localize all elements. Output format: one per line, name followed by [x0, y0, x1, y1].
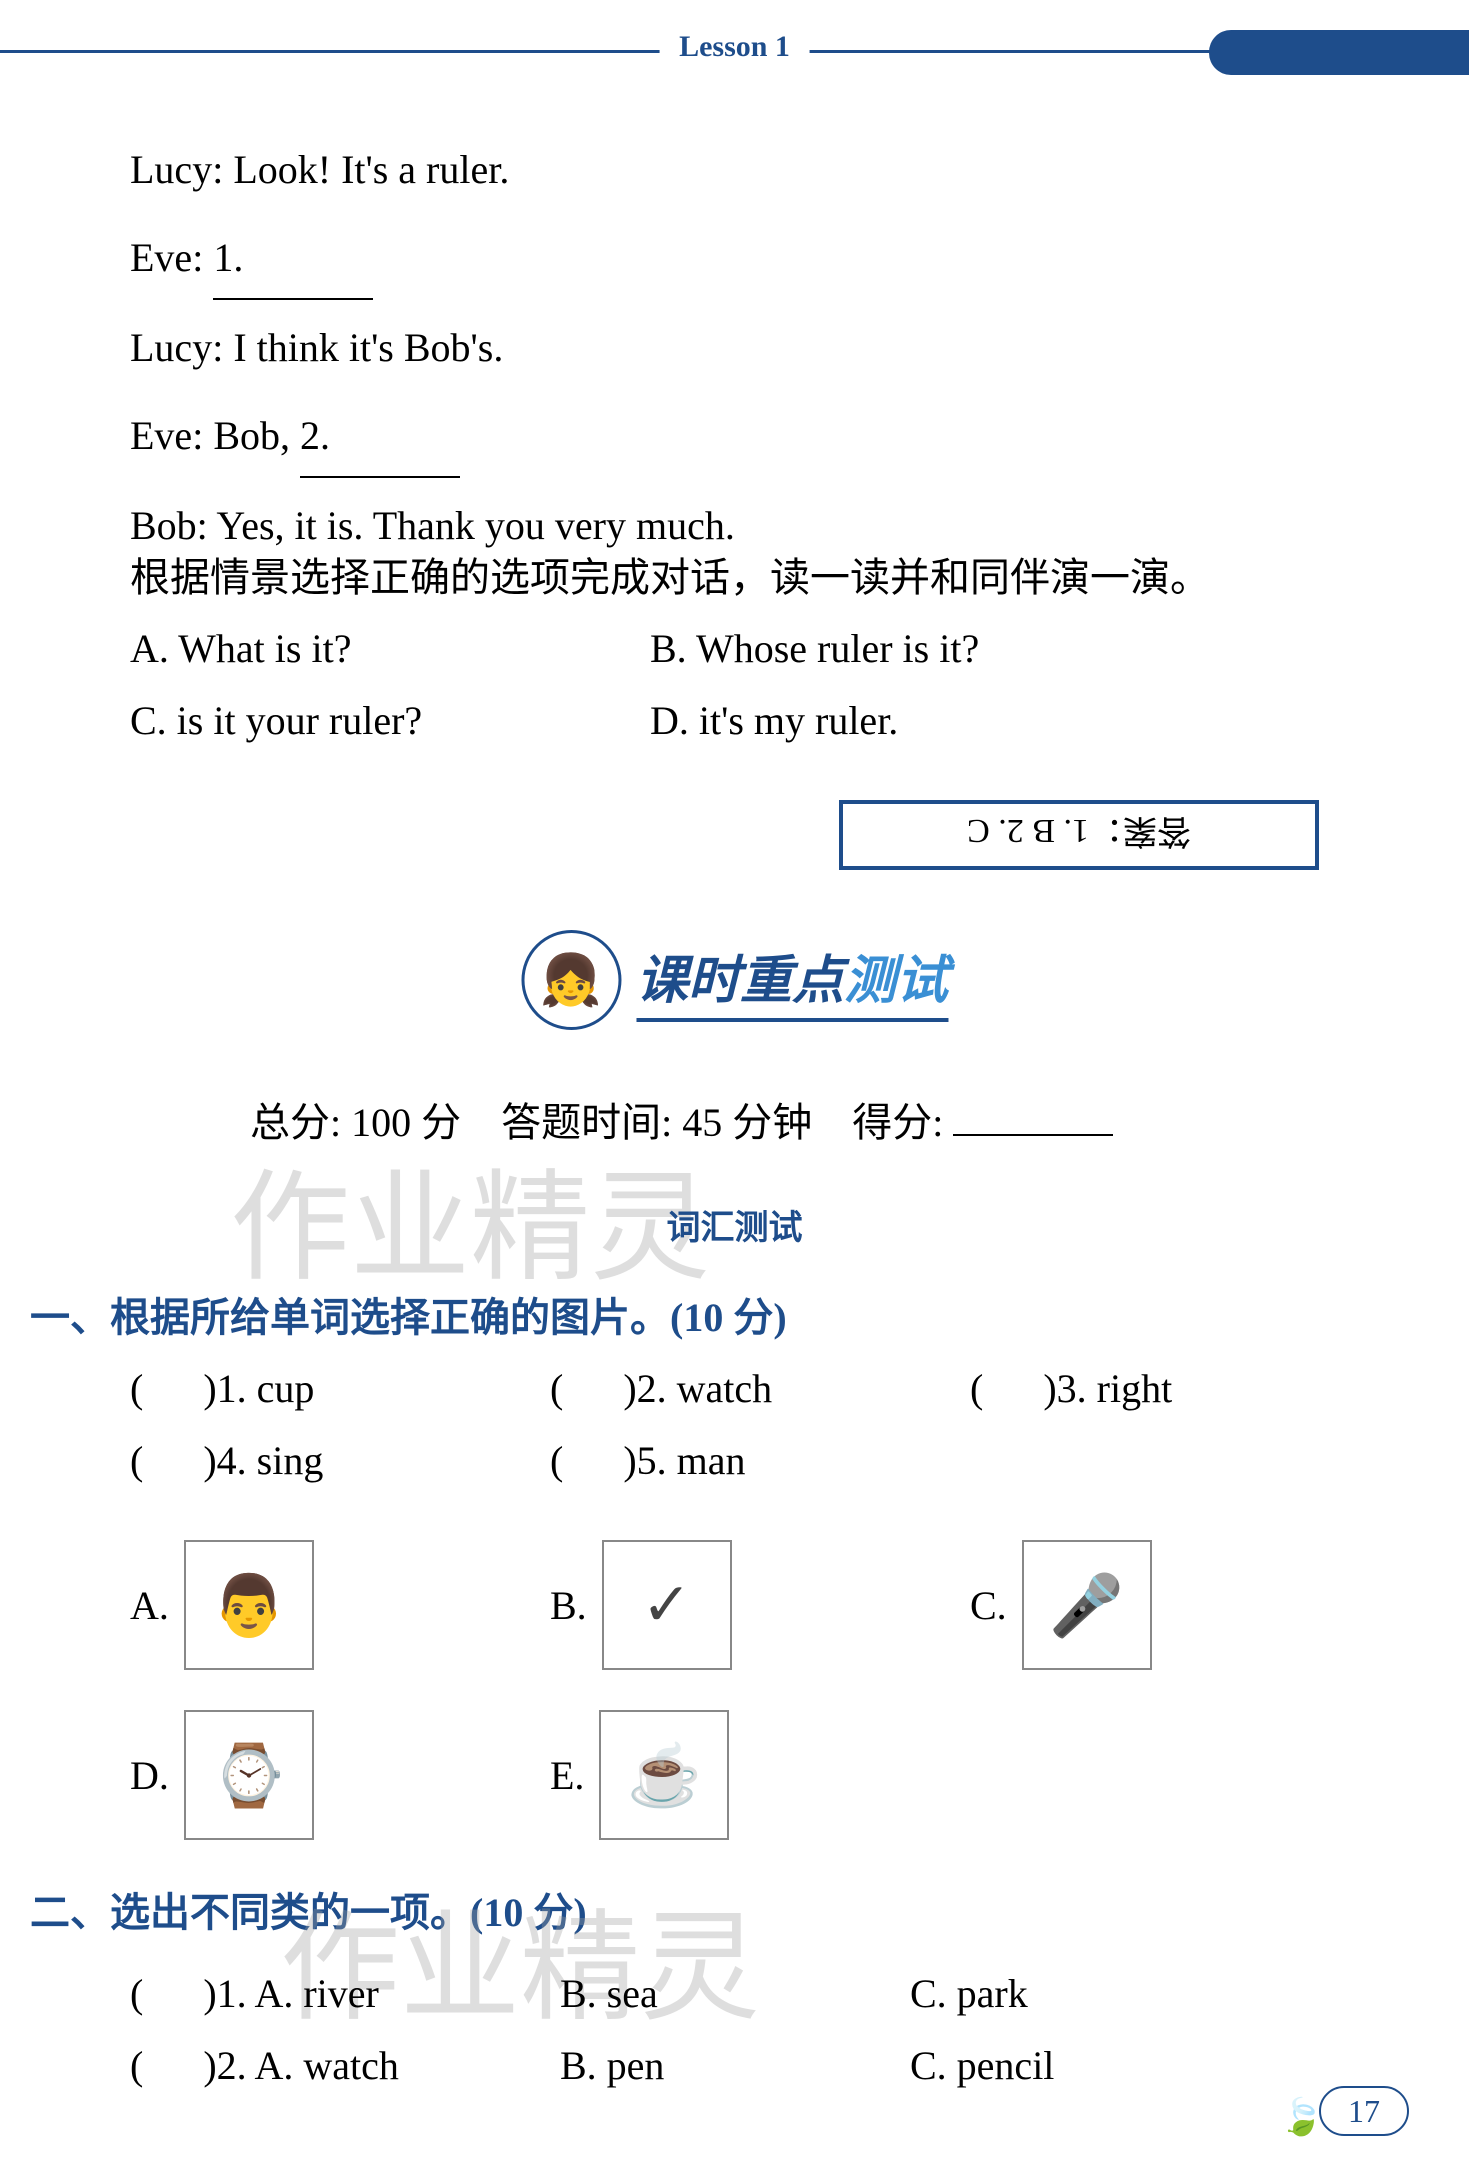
option-b: B. Whose ruler is it? — [650, 625, 979, 672]
dialogue-line: Lucy: Look! It's a ruler. — [130, 130, 735, 210]
score-blank[interactable] — [953, 1134, 1113, 1136]
paren[interactable]: ( ) — [970, 1366, 1057, 1411]
option-a: A. What is it? — [130, 625, 650, 672]
paren[interactable]: ( ) — [130, 2043, 217, 2088]
item-num: 4. — [217, 1438, 247, 1483]
q1-title: 一、根据所给单词选择正确的图片。(10 分) — [30, 1285, 787, 1343]
item-num: 2. — [637, 1366, 667, 1411]
instruction: 根据情景选择正确的选项完成对话，读一读并和同伴演一演。 — [130, 545, 1210, 603]
vocab-test-label: 词汇测试 — [667, 1200, 803, 1249]
item-word: watch — [677, 1366, 773, 1411]
answer-box: 答案：1. B 2. C — [839, 800, 1319, 870]
blank[interactable]: 1. — [213, 218, 373, 300]
dialogue-line: Eve: Bob, 2. — [130, 396, 735, 478]
paren[interactable]: ( ) — [550, 1438, 637, 1483]
paren[interactable]: ( ) — [550, 1366, 637, 1411]
speaker: Lucy: — [130, 147, 223, 192]
dialogue-block: Lucy: Look! It's a ruler. Eve: 1. Lucy: … — [130, 130, 735, 574]
score-label: 得分: — [852, 1100, 943, 1145]
item-num: 5. — [637, 1438, 667, 1483]
pic-cup-icon: ☕ — [599, 1710, 729, 1840]
text: Yes, it is. Thank you very much. — [216, 503, 735, 548]
item-word: man — [677, 1438, 746, 1483]
page-number: 17 — [1319, 2086, 1409, 2136]
paren[interactable]: ( ) — [130, 1438, 217, 1483]
item-word: cup — [257, 1366, 315, 1411]
row-num: 2. — [217, 2043, 247, 2088]
section-title: 👧 课时重点测试 — [521, 930, 948, 1030]
total-label: 总分: — [250, 1100, 341, 1145]
text: I think it's Bob's. — [233, 325, 503, 370]
option-c: C. is it your ruler? — [130, 697, 650, 744]
q1-items: ( )1. cup ( )2. watch ( )3. right ( )4. … — [130, 1365, 1390, 1509]
speaker: Lucy: — [130, 325, 223, 370]
title-part1: 课时重点 — [636, 953, 844, 1010]
pic-label: D. — [130, 1752, 169, 1799]
pic-label: A. — [130, 1582, 169, 1629]
q2-title: 二、选出不同类的一项。(10 分) — [30, 1880, 587, 1938]
row-num: 1. — [217, 1971, 247, 2016]
item-word: right — [1097, 1366, 1173, 1411]
paren[interactable]: ( ) — [130, 1971, 217, 2016]
pic-sing-icon: 🎤 — [1022, 1540, 1152, 1670]
opt: A. watch — [254, 2043, 398, 2088]
pic-check-icon: ✓ — [602, 1540, 732, 1670]
title-part2: 测试 — [844, 953, 948, 1010]
speaker: Eve: — [130, 413, 203, 458]
score-line: 总分: 100 分 答题时间: 45 分钟 得分: — [250, 1090, 1113, 1148]
pic-watch-icon: ⌚ — [184, 1710, 314, 1840]
leaf-icon: 🍃 — [1279, 2096, 1324, 2138]
speaker: Eve: — [130, 235, 203, 280]
opt: B. pen — [560, 2042, 910, 2089]
lesson-label: Lesson 1 — [659, 30, 810, 64]
pic-label: B. — [550, 1582, 587, 1629]
item-word: sing — [257, 1438, 324, 1483]
opt: C. pencil — [910, 2042, 1190, 2089]
q2-items: ( )1. A. river B. sea C. park ( )2. A. w… — [130, 1970, 1190, 2114]
paren[interactable]: ( ) — [130, 1366, 217, 1411]
options-block: A. What is it? B. Whose ruler is it? C. … — [130, 625, 979, 769]
dialogue-line: Eve: 1. — [130, 218, 735, 300]
total-value: 100 分 — [351, 1100, 461, 1145]
watermark: 作业精灵 — [230, 1130, 710, 1304]
time-label: 答题时间: — [501, 1100, 672, 1145]
blank[interactable]: 2. — [300, 396, 460, 478]
pic-label: C. — [970, 1582, 1007, 1629]
pic-man-icon: 👨 — [184, 1540, 314, 1670]
opt: B. sea — [560, 1970, 910, 2017]
text: Bob, — [213, 413, 290, 458]
item-num: 3. — [1057, 1366, 1087, 1411]
header-badge — [1209, 30, 1469, 75]
text: Look! It's a ruler. — [233, 147, 509, 192]
pics-row: D. ⌚ E. ☕ — [130, 1710, 970, 1840]
pics-row: A. 👨 B. ✓ C. 🎤 — [130, 1540, 1390, 1670]
avatar-icon: 👧 — [521, 930, 621, 1030]
dialogue-line: Lucy: I think it's Bob's. — [130, 308, 735, 388]
opt: C. park — [910, 1970, 1190, 2017]
pic-label: E. — [550, 1752, 584, 1799]
time-value: 45 分钟 — [682, 1100, 812, 1145]
option-d: D. it's my ruler. — [650, 697, 898, 744]
speaker: Bob: — [130, 503, 208, 548]
opt: A. river — [254, 1971, 378, 2016]
item-num: 1. — [217, 1366, 247, 1411]
